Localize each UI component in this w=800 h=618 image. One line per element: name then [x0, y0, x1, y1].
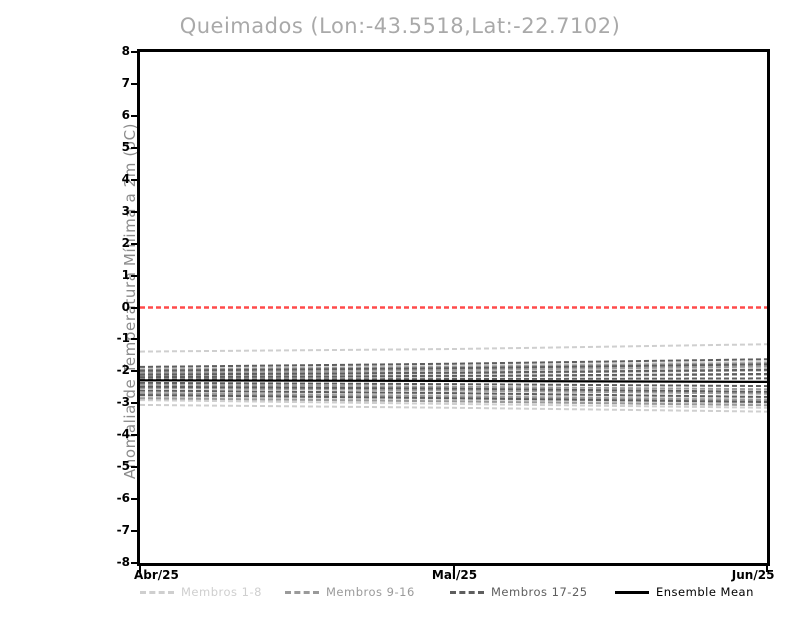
legend-item[interactable]: Ensemble Mean	[615, 585, 754, 599]
series-line	[140, 395, 767, 405]
y-tick-mark	[131, 178, 141, 181]
plot-inner	[140, 52, 767, 563]
series-line	[140, 386, 767, 395]
series-line	[140, 383, 767, 391]
y-tick-label: 3	[121, 203, 130, 218]
y-tick-mark	[131, 370, 141, 373]
x-tick-mark	[766, 563, 768, 572]
series-line	[140, 372, 767, 379]
y-tick-mark	[131, 51, 141, 53]
x-tick-label: Jun/25	[731, 568, 775, 582]
y-tick-mark	[131, 82, 141, 85]
y-tick-label: 0	[121, 299, 130, 314]
series-line	[140, 358, 767, 368]
y-tick-label: 7	[121, 75, 130, 90]
x-tick-mark	[452, 563, 455, 572]
series-line	[140, 362, 767, 371]
series-line	[140, 365, 767, 374]
y-tick-mark	[131, 338, 141, 341]
legend-swatch-dashed-line	[140, 591, 174, 595]
series-line	[140, 379, 767, 384]
series-line	[140, 363, 767, 372]
y-tick-mark	[131, 402, 141, 405]
chart-title: Queimados (Lon:-43.5518,Lat:-22.7102)	[179, 14, 621, 38]
legend-item[interactable]: Membros 9-16	[285, 585, 415, 599]
y-tick-mark	[131, 466, 141, 469]
y-tick-label: 5	[121, 139, 130, 154]
x-tick-label: Mai/25	[431, 568, 478, 582]
y-tick-label: -1	[116, 331, 130, 346]
y-tick-label: -5	[116, 459, 130, 474]
y-tick-mark	[131, 114, 141, 117]
y-tick-mark	[131, 210, 141, 213]
y-tick-mark	[131, 146, 141, 149]
legend-item[interactable]: Membros 1-8	[140, 585, 262, 599]
legend-item[interactable]: Membros 17-25	[450, 585, 588, 599]
y-tick-label: 4	[121, 171, 130, 186]
y-tick-label: -8	[116, 555, 130, 569]
series-line	[140, 397, 767, 407]
y-tick-mark	[131, 274, 141, 277]
y-tick-label: 2	[121, 235, 130, 250]
y-tick-label: -6	[116, 491, 130, 506]
legend-label: Membros 1-8	[181, 585, 262, 599]
series-line	[140, 368, 767, 376]
y-tick-label: -4	[116, 427, 130, 442]
x-tick-label: Abr/25	[134, 568, 179, 582]
series-line	[140, 389, 767, 398]
y-tick-mark	[131, 562, 141, 564]
series-line	[140, 385, 767, 393]
y-tick-label: 8	[121, 44, 130, 58]
y-tick-label: -2	[116, 363, 130, 378]
series-line	[140, 360, 767, 370]
series-line	[140, 392, 767, 402]
series-canvas	[140, 306, 767, 413]
y-tick-label: -3	[116, 395, 130, 410]
series-line	[140, 399, 767, 409]
chart-legend: Membros 1-8 Membros 9-16 Membros 17-25 Ense…	[0, 585, 800, 609]
y-tick-mark	[131, 242, 141, 245]
legend-label: Ensemble Mean	[656, 585, 754, 599]
series-line	[140, 343, 767, 353]
legend-label: Membros 17-25	[491, 585, 588, 599]
series-line	[140, 381, 767, 388]
y-tick-mark	[131, 530, 141, 533]
y-tick-mark	[131, 306, 141, 309]
legend-swatch-dashed-line	[285, 591, 319, 595]
y-tick-mark	[131, 434, 141, 437]
series-line	[140, 394, 767, 404]
legend-swatch-dashed-line	[450, 591, 484, 595]
legend-swatch-solid-line	[615, 591, 649, 595]
y-tick-label: 6	[121, 107, 130, 122]
plot-area	[137, 49, 770, 566]
y-tick-label: 1	[121, 267, 130, 282]
series-line	[140, 403, 767, 413]
x-tick-mark	[139, 563, 141, 572]
legend-label: Membros 9-16	[326, 585, 415, 599]
y-tick-label: -7	[116, 523, 130, 538]
y-tick-mark	[131, 498, 141, 501]
